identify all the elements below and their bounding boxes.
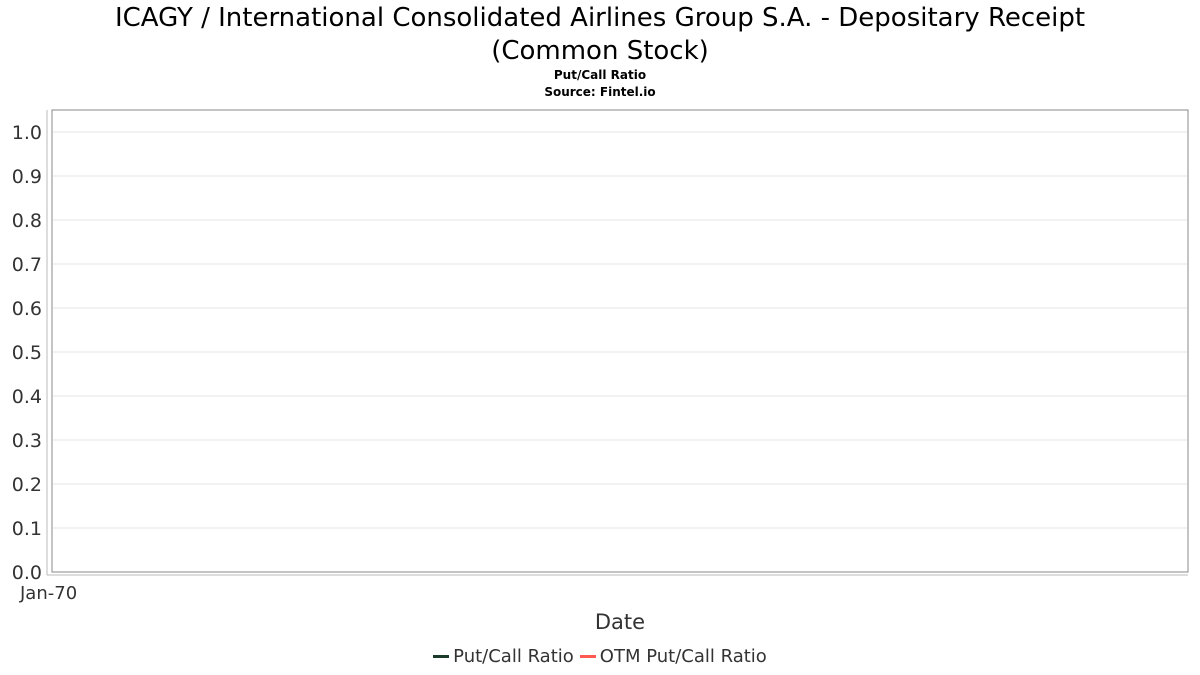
y-tick-label: 0.8 [12, 210, 42, 232]
chart-source: Source: Fintel.io [544, 85, 656, 99]
y-tick-label: 0.3 [12, 430, 42, 452]
x-tick-label: Jan-70 [19, 583, 77, 604]
y-tick-label: 0.6 [12, 298, 42, 320]
chart-title-line-1: ICAGY / International Consolidated Airli… [114, 3, 1086, 66]
y-tick-label: 1.0 [12, 122, 42, 144]
y-tick-label: 0.9 [12, 166, 42, 188]
y-tick-label: 0.1 [12, 518, 42, 540]
y-tick-label: 0.4 [12, 386, 42, 408]
legend: Put/Call Ratio OTM Put/Call Ratio [0, 646, 1200, 667]
y-tick-label: 0.0 [12, 562, 42, 584]
legend-label-put-call-ratio: Put/Call Ratio [453, 646, 574, 667]
y-tick-label: 0.2 [12, 474, 42, 496]
legend-label-otm-put-call-ratio: OTM Put/Call Ratio [599, 646, 767, 667]
y-tick-label: 0.7 [12, 254, 42, 276]
y-axis-ticks: 0.0 0.1 0.2 0.3 0.4 0.5 0.6 0.7 0.8 0.9 1.0 [12, 122, 42, 584]
legend-swatch-put-call-ratio [433, 655, 450, 658]
grid-lines [53, 131, 1187, 529]
chart-title: ICAGY / International Consolidated Airli… [0, 2, 1200, 68]
chart-subtitle: Put/Call Ratio [553, 68, 647, 82]
x-axis-label: Date [595, 610, 645, 634]
legend-item-otm-put-call-ratio[interactable]: OTM Put/Call Ratio [579, 646, 767, 667]
legend-item-put-call-ratio[interactable]: Put/Call Ratio [433, 646, 574, 667]
legend-swatch-otm-put-call-ratio [579, 655, 596, 658]
plot-frame [51, 109, 1189, 573]
y-tick-label: 0.5 [12, 342, 42, 364]
